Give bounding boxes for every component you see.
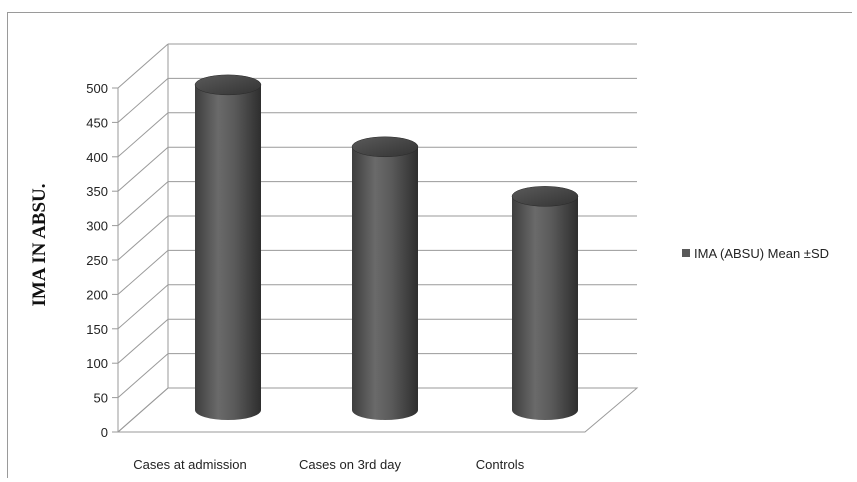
bar-body <box>195 84 261 420</box>
bar <box>194 74 262 420</box>
y-tick-label: 150 <box>86 322 108 337</box>
gridline-side <box>117 284 169 330</box>
y-tick-label: 0 <box>101 425 108 440</box>
y-tick-label: 50 <box>94 391 108 406</box>
legend-label: IMA (ABSU) Mean ±SD <box>694 246 829 261</box>
chart-frame <box>7 12 852 478</box>
bars <box>194 74 579 421</box>
bar-top <box>351 136 419 158</box>
gridline-side <box>117 112 169 158</box>
bar <box>351 136 419 421</box>
bar <box>511 186 579 420</box>
bar-top <box>511 186 579 207</box>
y-axis: 0 50 100 150 200 250 300 350 400 450 500 <box>86 81 119 440</box>
y-tick-label: 450 <box>86 115 108 130</box>
y-tick-label: 350 <box>86 184 108 199</box>
gridline-side <box>117 181 169 226</box>
y-tick-label: 100 <box>86 356 108 371</box>
floor <box>117 387 639 433</box>
gridline-side <box>117 78 169 123</box>
bar-top <box>194 74 262 96</box>
x-tick-label: Cases at admission <box>133 457 246 472</box>
x-tick-label: Cases on 3rd day <box>299 457 401 472</box>
gridline-side <box>117 353 169 398</box>
legend: IMA (ABSU) Mean ±SD <box>682 246 829 261</box>
gridline-side <box>117 43 169 89</box>
y-tick-label: 400 <box>86 150 108 165</box>
bar-body <box>352 146 418 421</box>
bar-body <box>512 196 578 420</box>
gridline-side <box>117 318 169 364</box>
y-axis-label: IMA IN ABSU. <box>29 184 50 307</box>
gridline-side <box>117 250 169 295</box>
y-tick-label: 200 <box>86 287 108 302</box>
y-tick-label: 250 <box>86 253 108 268</box>
gridline-side <box>117 146 169 192</box>
y-tick-label: 500 <box>86 81 108 96</box>
legend-swatch <box>682 249 690 257</box>
x-tick-label: Controls <box>476 457 525 472</box>
gridline-side <box>117 215 169 261</box>
y-tick-label: 300 <box>86 219 108 234</box>
x-axis: Cases at admission Cases on 3rd day Contro… <box>133 457 524 472</box>
